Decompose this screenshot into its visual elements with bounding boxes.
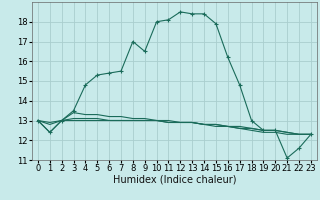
X-axis label: Humidex (Indice chaleur): Humidex (Indice chaleur)	[113, 175, 236, 185]
